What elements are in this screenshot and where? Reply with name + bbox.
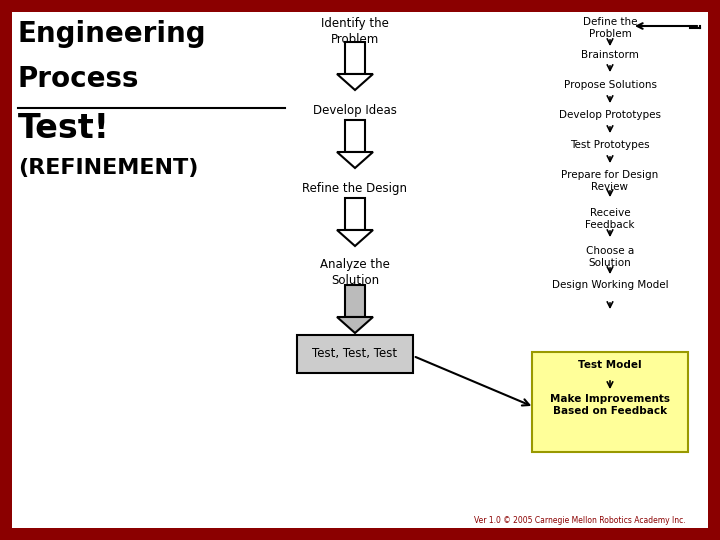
Text: Choose a
Solution: Choose a Solution: [586, 246, 634, 268]
Text: Ver 1.0 © 2005 Carnegie Mellon Robotics Academy Inc.: Ver 1.0 © 2005 Carnegie Mellon Robotics …: [474, 516, 686, 525]
Bar: [297, 335, 413, 373]
Text: Process: Process: [18, 65, 140, 93]
Text: Prepare for Design
Review: Prepare for Design Review: [562, 170, 659, 192]
Text: Identify the
Problem: Identify the Problem: [321, 17, 389, 46]
Text: Develop Prototypes: Develop Prototypes: [559, 110, 661, 120]
Text: Propose Solutions: Propose Solutions: [564, 80, 657, 90]
Text: Engineering: Engineering: [18, 20, 207, 48]
Bar: [345, 120, 365, 152]
Text: Receive
Feedback: Receive Feedback: [585, 208, 635, 230]
Polygon shape: [337, 152, 373, 168]
Bar: [532, 352, 688, 452]
Text: Brainstorm: Brainstorm: [581, 50, 639, 60]
Polygon shape: [337, 74, 373, 90]
Text: Test Prototypes: Test Prototypes: [570, 140, 650, 150]
Polygon shape: [337, 230, 373, 246]
Text: Refine the Design: Refine the Design: [302, 182, 408, 195]
Text: (REFINEMENT): (REFINEMENT): [18, 158, 199, 178]
Bar: [345, 285, 365, 317]
Text: Test!: Test!: [18, 112, 110, 145]
Text: Define the
Problem: Define the Problem: [582, 17, 637, 38]
Polygon shape: [337, 317, 373, 333]
Text: Design Working Model: Design Working Model: [552, 280, 668, 290]
Bar: [345, 42, 365, 74]
Text: Analyze the
Solution: Analyze the Solution: [320, 258, 390, 287]
Text: Develop Ideas: Develop Ideas: [313, 104, 397, 117]
Text: Test, Test, Test: Test, Test, Test: [312, 348, 397, 361]
Bar: [345, 198, 365, 230]
Text: Test Model: Test Model: [578, 360, 642, 370]
Text: Make Improvements
Based on Feedback: Make Improvements Based on Feedback: [550, 394, 670, 416]
